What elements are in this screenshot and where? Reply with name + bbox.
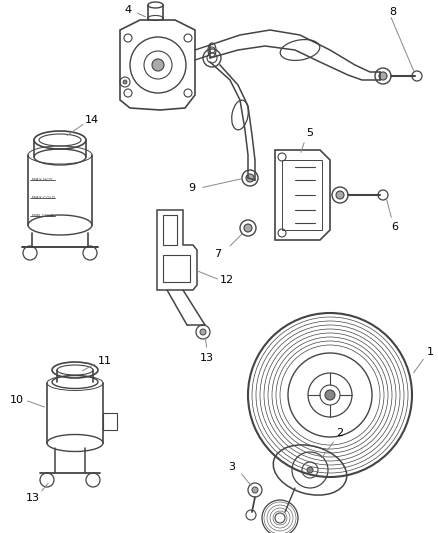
Circle shape <box>200 329 206 335</box>
Text: 7: 7 <box>215 249 222 259</box>
Text: MAX HOT: MAX HOT <box>32 178 53 182</box>
Circle shape <box>336 191 344 199</box>
Text: 8: 8 <box>389 7 396 17</box>
Text: 13: 13 <box>200 353 214 363</box>
Text: 1: 1 <box>427 347 434 357</box>
Text: 10: 10 <box>10 395 24 405</box>
Text: 14: 14 <box>85 115 99 125</box>
Circle shape <box>152 59 164 71</box>
Text: 6: 6 <box>392 222 399 232</box>
Circle shape <box>244 224 252 232</box>
Text: 9: 9 <box>188 183 195 193</box>
Circle shape <box>325 390 335 400</box>
Circle shape <box>252 487 258 493</box>
Text: 5: 5 <box>307 128 314 138</box>
Circle shape <box>307 467 313 473</box>
Text: MAX COLD: MAX COLD <box>32 196 55 200</box>
Circle shape <box>246 174 254 182</box>
Circle shape <box>379 72 387 80</box>
Text: 2: 2 <box>336 428 343 438</box>
Text: 4: 4 <box>124 5 131 15</box>
Text: MIN COLD: MIN COLD <box>32 214 53 218</box>
Text: 13: 13 <box>26 493 40 503</box>
Text: 12: 12 <box>220 275 234 285</box>
Circle shape <box>123 80 127 84</box>
Text: 11: 11 <box>98 356 112 366</box>
Text: 3: 3 <box>229 462 236 472</box>
